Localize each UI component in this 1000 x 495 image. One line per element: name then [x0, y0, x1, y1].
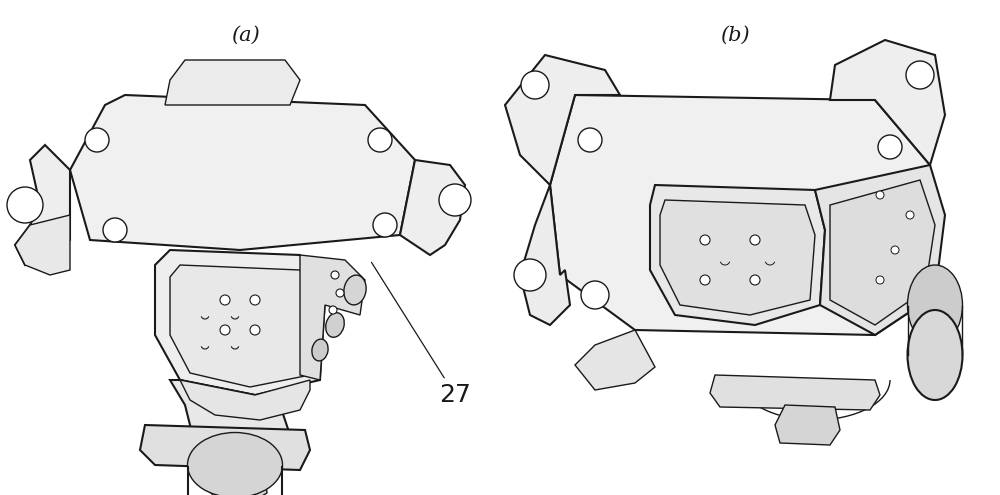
Circle shape: [870, 283, 890, 303]
Circle shape: [906, 61, 934, 89]
Polygon shape: [140, 425, 310, 470]
Polygon shape: [170, 380, 290, 480]
Circle shape: [250, 295, 260, 305]
Polygon shape: [660, 200, 815, 315]
Circle shape: [368, 128, 392, 152]
Polygon shape: [400, 160, 465, 255]
Circle shape: [7, 187, 43, 223]
Polygon shape: [203, 470, 267, 495]
Text: (b): (b): [720, 26, 750, 45]
Circle shape: [906, 211, 914, 219]
Circle shape: [329, 306, 337, 314]
Polygon shape: [815, 165, 945, 335]
Polygon shape: [650, 185, 825, 325]
Circle shape: [250, 325, 260, 335]
Circle shape: [700, 235, 710, 245]
Circle shape: [750, 235, 760, 245]
Polygon shape: [520, 185, 570, 325]
Circle shape: [700, 275, 710, 285]
Ellipse shape: [908, 265, 962, 345]
Circle shape: [220, 295, 230, 305]
Circle shape: [103, 218, 127, 242]
Polygon shape: [170, 265, 315, 387]
Polygon shape: [180, 380, 310, 420]
Ellipse shape: [326, 313, 344, 337]
Circle shape: [85, 128, 109, 152]
Circle shape: [439, 184, 471, 216]
Polygon shape: [710, 375, 880, 410]
Polygon shape: [505, 55, 620, 185]
Polygon shape: [775, 405, 840, 445]
Circle shape: [876, 191, 884, 199]
Polygon shape: [575, 330, 655, 390]
Circle shape: [373, 213, 397, 237]
Polygon shape: [70, 95, 415, 250]
Ellipse shape: [908, 310, 962, 400]
Circle shape: [878, 135, 902, 159]
Circle shape: [578, 128, 602, 152]
Polygon shape: [830, 40, 945, 165]
Polygon shape: [15, 145, 70, 265]
Ellipse shape: [312, 339, 328, 361]
Polygon shape: [155, 250, 325, 395]
Circle shape: [521, 71, 549, 99]
Circle shape: [336, 289, 344, 297]
Circle shape: [581, 281, 609, 309]
Polygon shape: [165, 60, 300, 105]
Circle shape: [220, 325, 230, 335]
Circle shape: [891, 246, 899, 254]
Ellipse shape: [344, 275, 366, 305]
Text: (a): (a): [231, 26, 259, 45]
Polygon shape: [550, 95, 935, 335]
Circle shape: [331, 271, 339, 279]
Ellipse shape: [188, 433, 283, 495]
Circle shape: [750, 275, 760, 285]
Polygon shape: [300, 255, 365, 380]
Polygon shape: [830, 180, 935, 325]
Circle shape: [514, 259, 546, 291]
Text: 27: 27: [371, 262, 471, 407]
Polygon shape: [15, 215, 70, 275]
Circle shape: [876, 276, 884, 284]
